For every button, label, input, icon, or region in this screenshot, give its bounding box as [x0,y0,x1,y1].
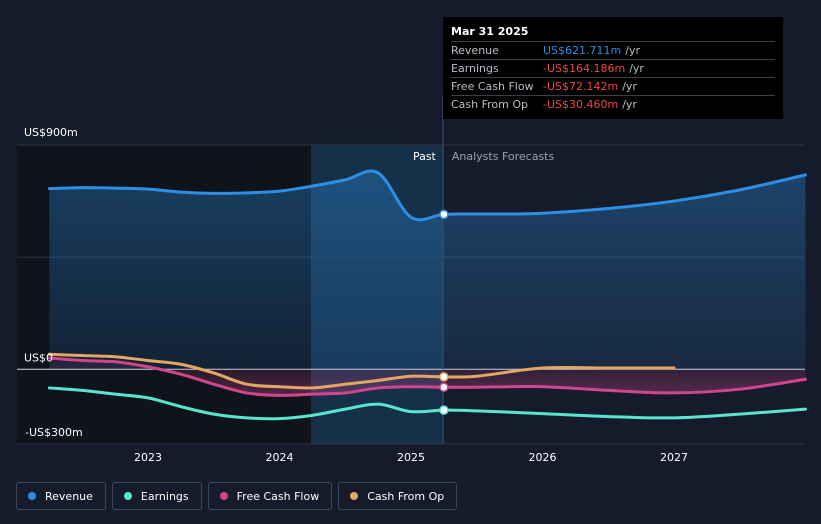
tooltip: Mar 31 2025 Revenue US$621.711m/yr Earning… [443,17,783,119]
tooltip-row-unit: /yr [625,44,640,57]
legend-label: Earnings [140,489,189,503]
earnings-line [47,386,807,421]
legend-label: Revenue [45,489,93,503]
legend: Revenue Earnings Free Cash Flow Cash From O… [16,482,458,510]
forecast-label: Analysts Forecasts [452,150,555,163]
cash-from-op-point [439,372,449,382]
tooltip-row: Cash From Op -US$30.460m/yr [451,95,775,113]
past-label: Past [413,150,437,163]
y-axis-label: -US$300m [25,426,83,439]
tooltip-rows: Revenue US$621.711m/yr Earnings -US$164.186… [451,41,775,113]
y-axis-label: US$900m [24,126,78,139]
series-markers [439,209,449,415]
tooltip-row: Free Cash Flow -US$72.142m/yr [451,77,775,95]
x-tick-label: 2025 [397,451,425,464]
x-tick-label: 2026 [529,451,557,464]
tooltip-row: Revenue US$621.711m/yr [451,41,775,59]
revenue-area [49,171,806,370]
tooltip-row-name: Cash From Op [451,98,529,111]
tooltip-row-value: -US$72.142m [543,80,619,93]
tooltip-row-name: Free Cash Flow [451,80,534,93]
x-tick-label: 2023 [134,451,162,464]
series-lines [47,169,807,421]
tooltip-row: Earnings -US$164.186m/yr [451,59,775,77]
tooltip-row-name: Revenue [451,44,499,57]
revenue-point [439,209,449,220]
legend-item-free-cash-flow[interactable]: Free Cash Flow [207,482,333,510]
free-cash-flow-line [47,356,807,397]
free-cash-flow-point [439,382,449,392]
legend-item-cash-from-op[interactable]: Cash From Op [338,482,458,510]
revenue-line [47,169,807,222]
legend-dot-icon [28,492,36,500]
legend-label: Free Cash Flow [236,489,320,503]
tooltip-row-unit: /yr [622,98,637,111]
tooltip-row-value: -US$30.460m [543,98,619,111]
x-tick-label: 2024 [266,451,294,464]
axis-labels: US$900m US$0 -US$300m 2023 2024 2025 2026 2027 P… [24,126,688,464]
legend-dot-icon [350,492,359,500]
legend-item-earnings[interactable]: Earnings [111,482,202,510]
tooltip-date: Mar 31 2025 [451,25,529,38]
y-axis-label: US$0 [24,351,53,364]
tooltip-row-value: -US$164.186m [543,62,626,75]
tooltip-row-unit: /yr [629,62,644,75]
x-tick-label: 2027 [660,451,688,464]
earnings-point [439,405,449,415]
tooltip-row-unit: /yr [622,80,637,93]
legend-dot-icon [123,492,132,500]
tooltip-row-name: Earnings [451,62,499,75]
cash-from-op-line [47,352,676,390]
legend-item-revenue[interactable]: Revenue [16,482,106,510]
legend-label: Cash From Op [367,489,445,503]
legend-dot-icon [219,492,228,500]
tooltip-row-value: US$621.711m [543,44,622,57]
